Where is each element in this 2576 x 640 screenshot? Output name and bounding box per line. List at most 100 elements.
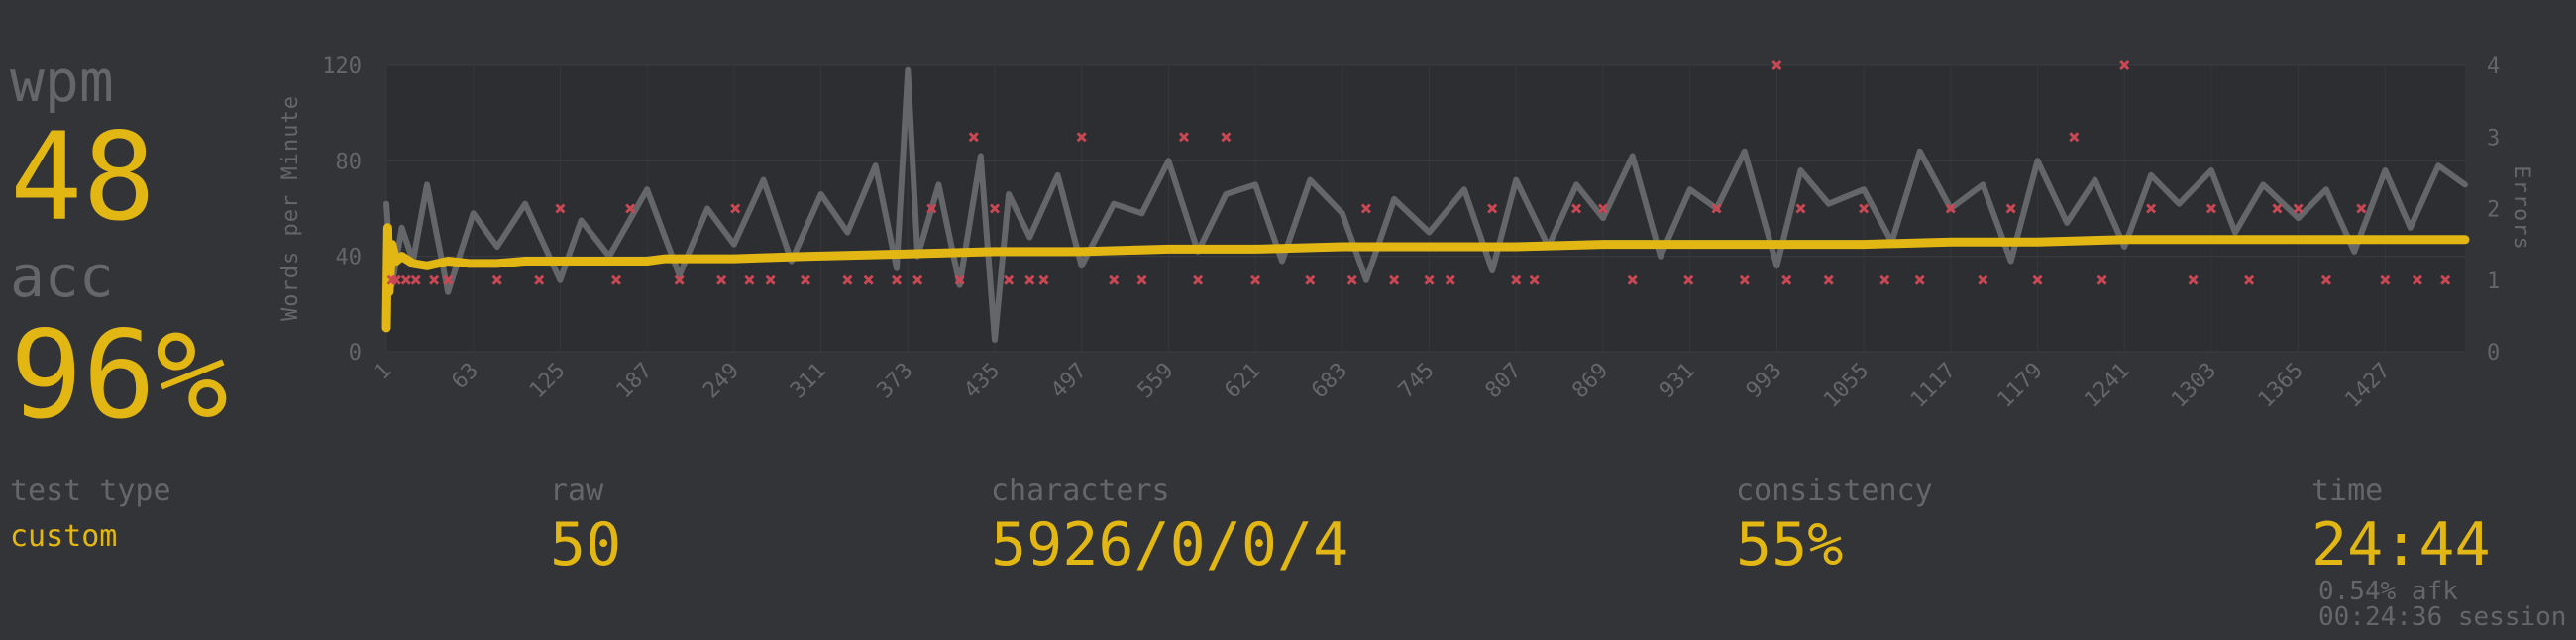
error-marker-stroke xyxy=(1914,274,1925,285)
error-marker-stroke xyxy=(2356,203,2367,214)
x-tick-label: 683 xyxy=(1307,359,1352,404)
error-marker xyxy=(1529,274,1540,285)
error-marker-stroke xyxy=(1038,274,1049,285)
x-tick-label: 63 xyxy=(448,359,483,394)
error-marker xyxy=(912,274,923,285)
error-marker-stroke xyxy=(674,274,685,285)
error-marker xyxy=(730,203,741,214)
error-marker xyxy=(1914,274,1925,285)
error-marker-stroke xyxy=(1597,203,1609,214)
test-type-label: test type xyxy=(10,474,171,508)
error-marker xyxy=(1360,203,1371,214)
consistency-value: 55% xyxy=(1736,510,1844,580)
error-marker xyxy=(1109,274,1120,285)
error-marker xyxy=(1771,59,1782,71)
x-tick-label: 1179 xyxy=(1993,359,2048,413)
error-marker-stroke xyxy=(1739,274,1750,285)
error-marker-stroke xyxy=(954,274,965,285)
error-marker-stroke xyxy=(1445,274,1455,285)
y2-axis-ticks: 0 1 2 3 4 xyxy=(2487,54,2500,366)
error-marker-stroke xyxy=(1004,274,1015,285)
y-tick-label: 120 xyxy=(322,54,362,79)
characters-value: 5926/0/0/4 xyxy=(991,510,1349,580)
x-tick-label: 187 xyxy=(612,359,658,404)
error-marker-stroke xyxy=(968,132,979,143)
error-marker-stroke xyxy=(400,274,411,285)
x-axis-ticks: 1 63 125 187 249 311 373 435 497 559 621 683 745 807 8… xyxy=(370,359,2395,413)
characters-label: characters xyxy=(991,474,1170,508)
error-marker-stroke xyxy=(2188,274,2199,285)
x-tick-label: 1117 xyxy=(1906,359,1961,413)
raw-label: raw xyxy=(550,474,604,508)
error-marker xyxy=(1076,132,1087,143)
error-marker xyxy=(1511,274,1522,285)
error-marker xyxy=(716,274,727,285)
session-duration: 00:24:36 session xyxy=(2318,602,2567,632)
error-marker-stroke xyxy=(1859,203,1870,214)
error-marker xyxy=(1250,274,1261,285)
error-marker xyxy=(1571,203,1582,214)
error-marker-stroke xyxy=(555,203,566,214)
y2-tick-label: 3 xyxy=(2487,126,2500,151)
error-marker xyxy=(1945,203,1956,214)
error-marker xyxy=(1178,132,1190,143)
error-marker-stroke xyxy=(443,274,454,285)
error-marker-stroke xyxy=(1389,274,1400,285)
error-marker-stroke xyxy=(2205,203,2216,214)
plot-area xyxy=(386,65,2465,352)
error-marker-stroke xyxy=(1683,274,1694,285)
afk-percentage: 0.54% afk xyxy=(2318,577,2458,606)
error-marker-stroke xyxy=(1823,274,1834,285)
error-marker-stroke xyxy=(2119,59,2130,71)
error-marker-stroke xyxy=(842,274,853,285)
accuracy-label: acc xyxy=(10,243,114,310)
error-marker xyxy=(2188,274,2199,285)
wpm-label: wpm xyxy=(10,48,114,115)
error-marker xyxy=(534,274,545,285)
error-marker xyxy=(1711,203,1722,214)
x-tick-label: 931 xyxy=(1655,359,1700,404)
error-marker xyxy=(2440,274,2451,285)
error-marker-stroke xyxy=(2146,203,2157,214)
y-tick-label: 40 xyxy=(336,246,363,270)
y-axis-title: Words per Minute xyxy=(278,95,303,321)
x-tick-label: 993 xyxy=(1742,359,1787,404)
error-marker xyxy=(2069,132,2080,143)
error-marker-stroke xyxy=(1978,274,1988,285)
x-tick-label: 621 xyxy=(1221,359,1266,404)
error-marker-stroke xyxy=(1250,274,1261,285)
error-marker xyxy=(2146,203,2157,214)
error-marker xyxy=(989,203,1001,214)
x-tick-label: 1365 xyxy=(2254,359,2308,413)
error-marker xyxy=(800,274,811,285)
test-type-value: custom xyxy=(10,519,118,554)
error-marker-stroke xyxy=(800,274,811,285)
error-marker-stroke xyxy=(1771,59,1782,71)
error-marker-stroke xyxy=(1511,274,1522,285)
error-marker xyxy=(1781,274,1792,285)
error-marker-stroke xyxy=(730,203,741,214)
chart-grid xyxy=(385,64,2465,353)
error-marker xyxy=(926,203,937,214)
x-tick-label: 869 xyxy=(1567,359,1613,404)
error-marker xyxy=(954,274,965,285)
error-marker xyxy=(1795,203,1806,214)
error-marker xyxy=(744,274,755,285)
error-marker-stroke xyxy=(1305,274,1316,285)
error-marker-stroke xyxy=(491,274,502,285)
error-marker-stroke xyxy=(926,203,937,214)
x-tick-label: 125 xyxy=(525,359,571,404)
error-marker xyxy=(1136,274,1147,285)
wpm-line xyxy=(381,223,2470,333)
error-marker xyxy=(842,274,853,285)
accuracy-value: 96% xyxy=(10,305,229,446)
y2-tick-label: 0 xyxy=(2487,341,2500,366)
error-marker xyxy=(2380,274,2391,285)
error-marker-stroke xyxy=(1076,132,1087,143)
x-tick-label: 497 xyxy=(1046,359,1092,404)
error-marker xyxy=(1597,203,1609,214)
raw-wpm-line xyxy=(383,66,2468,343)
error-marker xyxy=(1859,203,1870,214)
error-markers xyxy=(386,59,2451,285)
error-marker-stroke xyxy=(2244,274,2255,285)
